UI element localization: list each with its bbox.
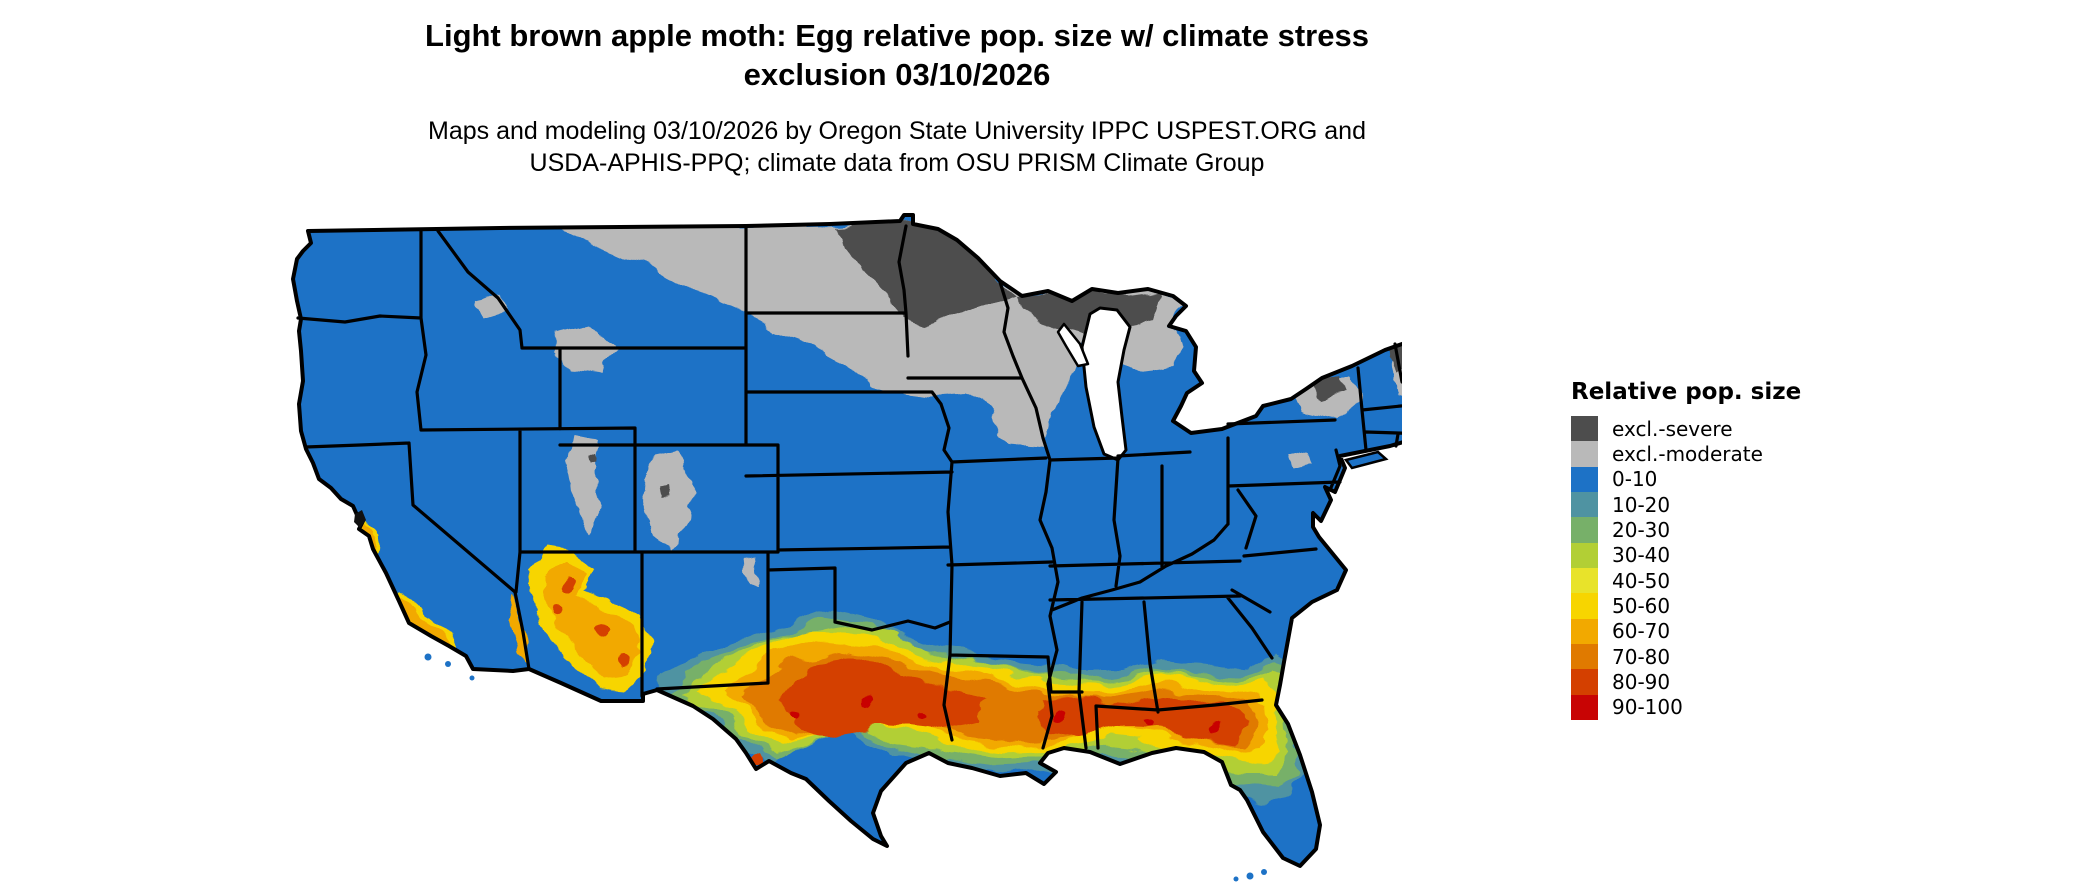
legend-label: excl.-moderate	[1612, 441, 1763, 466]
legend-title: Relative pop. size	[1571, 379, 1802, 405]
channel-island	[469, 675, 475, 681]
band-90-100-specks	[791, 693, 1217, 735]
legend-row: excl.-moderate	[1571, 441, 1991, 467]
legend-swatch-70-80	[1571, 643, 1598, 670]
legend-label: 40-50	[1612, 568, 1671, 593]
legend-label: 70-80	[1612, 644, 1671, 669]
coastal-islands	[354, 450, 1389, 882]
legend-label: 60-70	[1612, 619, 1671, 644]
legend-label: 20-30	[1612, 517, 1671, 542]
legend-swatch-0-10	[1571, 466, 1598, 492]
band-80-90	[748, 657, 1248, 768]
legend-label: 0-10	[1612, 467, 1658, 492]
rockies-moderate-patches	[478, 294, 757, 587]
map-subtitle-line1: Maps and modeling 03/10/2026 by Oregon S…	[428, 117, 1366, 145]
legend-swatch-90-100	[1571, 694, 1598, 720]
channel-island	[424, 653, 432, 661]
legend-label: 10-20	[1612, 492, 1671, 517]
us-choropleth-map	[222, 158, 1402, 888]
title-block: Light brown apple moth: Egg relative pop…	[247, 16, 1547, 179]
map-title-line2: exclusion 03/10/2026	[743, 57, 1051, 92]
legend-row: 20-30	[1571, 517, 1991, 543]
legend-swatch-excl-moderate	[1571, 441, 1598, 467]
legend-label: excl.-severe	[1612, 416, 1733, 441]
legend-row: 50-60	[1571, 593, 1991, 619]
legend-swatch-80-90	[1571, 669, 1598, 695]
map-title-line1: Light brown apple moth: Egg relative pop…	[425, 18, 1369, 53]
legend-label: 30-40	[1612, 543, 1671, 568]
legend-label: 80-90	[1612, 669, 1671, 694]
legend-swatch-excl-severe	[1571, 416, 1598, 442]
legend-row: 30-40	[1571, 542, 1991, 568]
legend-row: 90-100	[1571, 694, 1991, 720]
map-subtitle-line2: USDA-APHIS-PPQ; climate data from OSU PR…	[529, 149, 1265, 177]
green-bay	[1056, 322, 1090, 368]
legend-row: 70-80	[1571, 643, 1991, 670]
choropleth-fill-layers	[293, 215, 1402, 866]
legend-swatch-10-20	[1571, 491, 1598, 518]
great-lakes	[1056, 306, 1132, 462]
subtitle-block: Maps and modeling 03/10/2026 by Oregon S…	[247, 115, 1547, 179]
legend-swatch-50-60	[1571, 593, 1598, 619]
legend-row: 40-50	[1571, 567, 1991, 594]
legend-swatch-30-40	[1571, 542, 1598, 568]
legend-label: 90-100	[1612, 695, 1683, 720]
legend: Relative pop. size excl.-severe excl.-mo…	[1571, 379, 1991, 720]
legend-row: 80-90	[1571, 669, 1991, 695]
lake-michigan	[1080, 306, 1132, 462]
florida-keys-island	[1233, 876, 1239, 882]
florida-keys-island	[1261, 869, 1267, 875]
legend-swatch-40-50	[1571, 567, 1598, 594]
legend-row: 10-20	[1571, 491, 1991, 518]
state-borders	[296, 224, 1402, 750]
legend-rows: excl.-severe excl.-moderate 0-10 10-20 2…	[1571, 416, 1991, 720]
legend-swatch-60-70	[1571, 618, 1598, 644]
legend-label: 50-60	[1612, 593, 1671, 618]
san-francisco-bay	[354, 510, 366, 528]
legend-swatch-20-30	[1571, 517, 1598, 543]
southwest-red-specks	[451, 579, 631, 666]
exclusion-moderate-band	[560, 221, 1402, 468]
legend-row: 60-70	[1571, 618, 1991, 644]
florida-keys-island	[1246, 872, 1254, 880]
long-island	[1343, 450, 1389, 470]
channel-island	[445, 661, 451, 667]
legend-row: 0-10	[1571, 466, 1991, 492]
legend-row: excl.-severe	[1571, 416, 1991, 442]
